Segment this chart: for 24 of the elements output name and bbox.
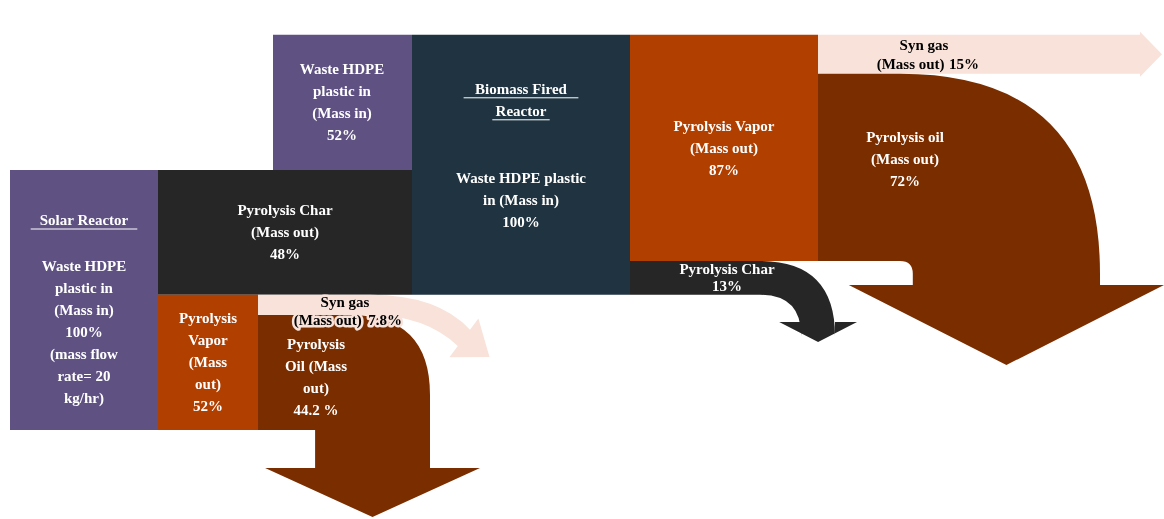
data-label: 72% <box>890 172 920 189</box>
category-label: Waste HDPE plastic in (Mass in) <box>456 169 587 209</box>
data-label: 52% <box>327 127 357 144</box>
category-label: Pyrolysis Char (Mass out) <box>237 202 333 242</box>
data-label: 15% <box>949 55 979 72</box>
text: Biomass Fired Reactor <box>475 80 568 119</box>
data-label: 100% <box>502 213 540 230</box>
category-label: Pyrolysis oil (Mass out) <box>866 128 944 168</box>
category-label: Pyrolysis Vapor (Mass out) <box>178 310 238 394</box>
category-label: Waste HDPE plastic in (Mass in) <box>299 61 385 123</box>
text: Solar Reactor <box>39 212 129 228</box>
category-label: Pyrolysis Char <box>679 261 775 278</box>
category-label: Syn gas (Mass out) <box>876 36 949 73</box>
text: (mass flow rate= 20 kg/hr) <box>50 346 119 407</box>
category-label: Syn gas (Mass out) <box>293 293 370 329</box>
data-label: 13% <box>712 278 742 295</box>
category-label: Waste HDPE plastic in (Mass in) <box>41 258 127 319</box>
data-label: 44.2 % <box>293 402 339 419</box>
data-label: 52% <box>193 398 223 415</box>
category-label: Pyrolysis Oil (Mass out) <box>284 336 348 398</box>
data-label: 48% <box>270 246 300 263</box>
category-label: Pyrolysis Vapor (Mass out) <box>673 117 775 157</box>
data-label: 100% <box>65 324 103 340</box>
data-label: 87% <box>709 161 739 178</box>
